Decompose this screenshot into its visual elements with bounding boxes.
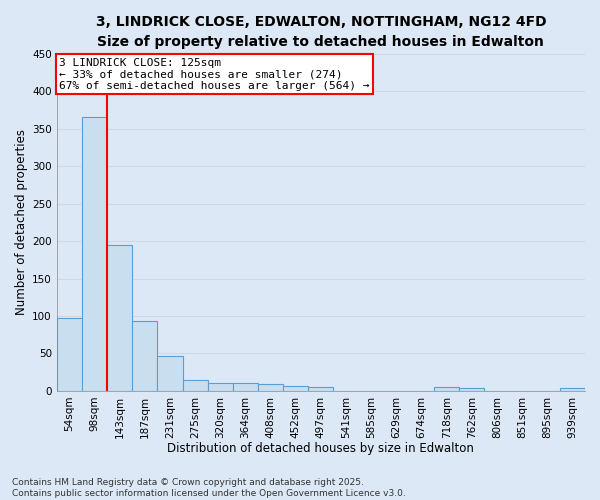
Y-axis label: Number of detached properties: Number of detached properties xyxy=(15,130,28,316)
Bar xyxy=(57,318,82,391)
Bar xyxy=(208,384,233,391)
Title: 3, LINDRICK CLOSE, EDWALTON, NOTTINGHAM, NG12 4FD
Size of property relative to d: 3, LINDRICK CLOSE, EDWALTON, NOTTINGHAM,… xyxy=(95,15,546,48)
Bar xyxy=(434,387,459,391)
X-axis label: Distribution of detached houses by size in Edwalton: Distribution of detached houses by size … xyxy=(167,442,475,455)
Bar xyxy=(157,356,182,391)
Bar xyxy=(107,245,132,391)
Text: 3 LINDRICK CLOSE: 125sqm
← 33% of detached houses are smaller (274)
67% of semi-: 3 LINDRICK CLOSE: 125sqm ← 33% of detach… xyxy=(59,58,370,91)
Bar xyxy=(258,384,283,391)
Bar xyxy=(283,386,308,391)
Bar xyxy=(560,388,585,391)
Bar xyxy=(459,388,484,391)
Bar xyxy=(182,380,208,391)
Bar xyxy=(233,382,258,391)
Bar xyxy=(132,321,157,391)
Bar xyxy=(308,387,334,391)
Text: Contains HM Land Registry data © Crown copyright and database right 2025.
Contai: Contains HM Land Registry data © Crown c… xyxy=(12,478,406,498)
Bar xyxy=(82,118,107,391)
